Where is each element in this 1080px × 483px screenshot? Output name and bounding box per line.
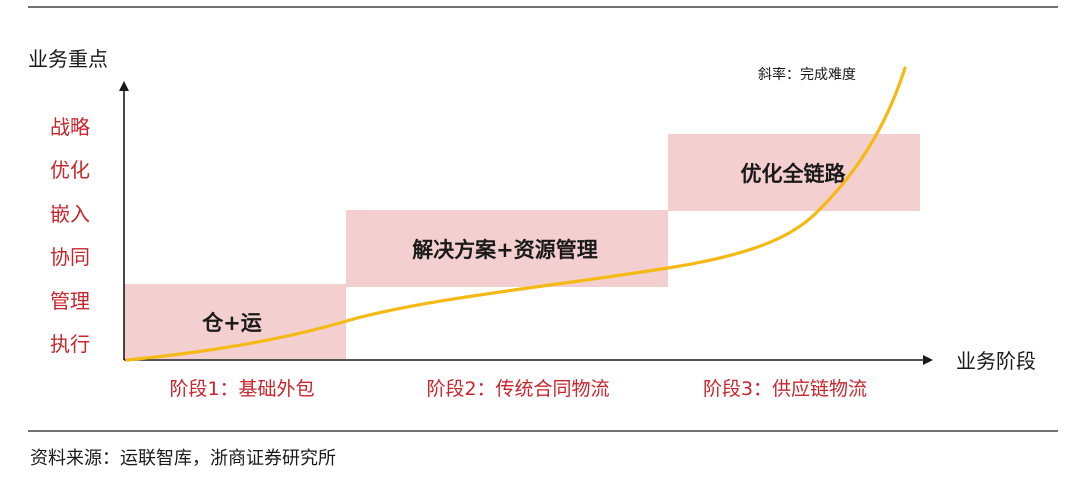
stage-2-box: [346, 210, 668, 287]
stage-3-label: 阶段3：供应链物流: [703, 378, 867, 400]
stage-1-label: 阶段1：基础外包: [169, 378, 314, 400]
stage-3-box: [668, 134, 920, 211]
curve-note: 斜率：完成难度: [758, 66, 856, 83]
y-item-collaborate: 协同: [50, 245, 90, 269]
difficulty-curve: [125, 66, 907, 362]
x-axis-title: 业务阶段: [956, 349, 1036, 373]
y-item-embed: 嵌入: [50, 202, 90, 226]
stage-2-box-text: 解决方案+资源管理: [412, 238, 598, 262]
y-item-manage: 管理: [50, 289, 90, 313]
stage-3-box-text: 优化全链路: [741, 162, 847, 186]
source-note: 资料来源：运联智库，浙商证券研究所: [30, 448, 336, 469]
y-axis-title: 业务重点: [28, 47, 108, 71]
stage-2-label: 阶段2：传统合同物流: [426, 378, 609, 400]
y-item-optimize: 优化: [50, 158, 90, 182]
stage-1-box-text: 仓+运: [201, 311, 262, 335]
y-item-execute: 执行: [50, 332, 90, 356]
y-item-strategy: 战略: [50, 115, 90, 139]
